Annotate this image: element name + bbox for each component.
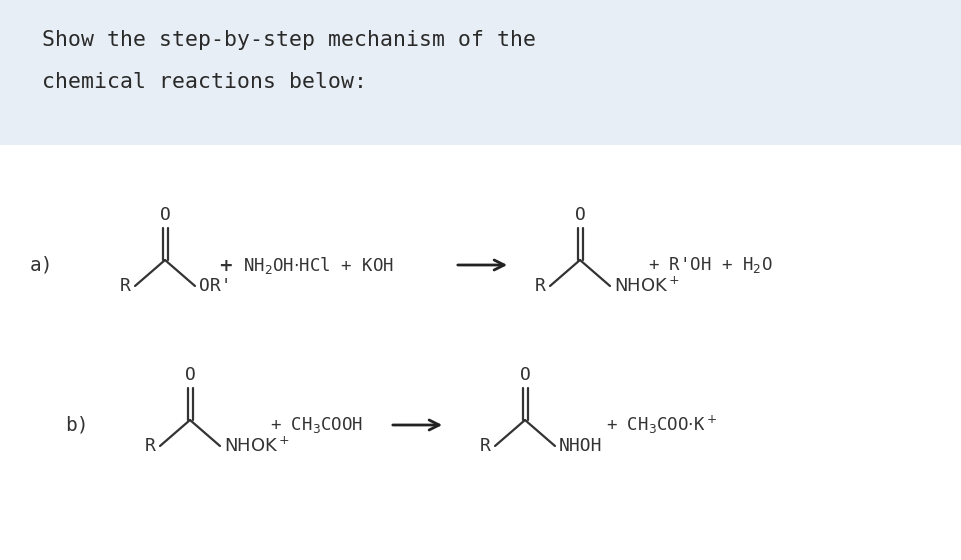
Text: R: R [145,437,156,455]
Text: R: R [535,277,546,295]
Text: O: O [185,366,195,384]
Text: chemical reactions below:: chemical reactions below: [42,72,367,92]
Text: a): a) [30,255,54,274]
Text: NHOK$^+$: NHOK$^+$ [224,436,290,456]
Text: + CH$_3$COO$\cdot$K$^+$: + CH$_3$COO$\cdot$K$^+$ [606,414,717,436]
Text: NHOK$^+$: NHOK$^+$ [614,276,680,296]
Text: O: O [575,206,585,224]
Text: Show the step-by-step mechanism of the: Show the step-by-step mechanism of the [42,30,536,50]
Text: OR': OR' [199,277,232,295]
Text: NHOH: NHOH [559,437,603,455]
Text: b): b) [65,416,88,435]
Text: R: R [120,277,131,295]
Text: + R'OH + H$_2$O: + R'OH + H$_2$O [648,255,773,275]
Text: O: O [520,366,530,384]
FancyBboxPatch shape [0,0,961,145]
Text: $\mathbf{+}$ NH$_2$OH$\cdot$HCl + KOH: $\mathbf{+}$ NH$_2$OH$\cdot$HCl + KOH [218,254,394,276]
Text: + CH$_3$COOH: + CH$_3$COOH [270,415,363,435]
Text: R: R [480,437,491,455]
Text: O: O [160,206,170,224]
